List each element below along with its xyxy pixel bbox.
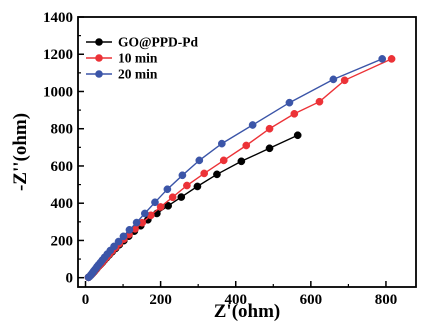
data-point: [387, 55, 396, 63]
legend-item: GO@PPD-Pd: [86, 35, 199, 50]
data-point: [248, 121, 257, 129]
data-point: [195, 156, 204, 165]
y-tick-label: 1400: [43, 10, 73, 26]
legend-marker: [95, 54, 103, 62]
legend-item: 10 min: [86, 51, 158, 66]
data-point: [242, 141, 251, 150]
data-point: [237, 157, 246, 166]
data-point: [119, 232, 128, 241]
data-point: [163, 185, 172, 194]
data-point: [164, 201, 172, 210]
data-point: [114, 237, 123, 246]
plot-frame: [77, 16, 417, 288]
x-tick-label: 800: [375, 292, 398, 308]
data-point: [378, 55, 387, 63]
data-point: [132, 218, 141, 227]
data-point: [200, 169, 209, 178]
data-point: [140, 209, 149, 218]
data-point: [265, 144, 274, 153]
legend-marker: [95, 38, 103, 46]
data-point: [125, 225, 134, 234]
y-tick-label: 1200: [43, 47, 73, 63]
data-point: [156, 203, 165, 211]
legend-label: 10 min: [118, 51, 158, 66]
data-point: [183, 181, 191, 190]
legend-item: 20 min: [86, 67, 158, 82]
data-point: [315, 97, 324, 106]
y-tick-label: 800: [51, 122, 74, 138]
x-tick-label: 400: [224, 292, 247, 308]
y-tick-label: 1000: [43, 84, 73, 100]
y-tick-label: 600: [51, 159, 74, 175]
y-tick-label: 200: [51, 233, 74, 249]
series-line: [88, 134, 298, 278]
series-line: [88, 58, 383, 278]
data-point: [151, 198, 159, 207]
series-line: [88, 58, 392, 278]
data-point: [177, 193, 186, 201]
data-point: [178, 171, 187, 180]
data-point: [110, 242, 118, 251]
axis-ticks: [78, 16, 387, 287]
series-1: [84, 131, 302, 282]
legend-marker: [95, 70, 103, 78]
data-point: [329, 75, 338, 84]
legend-label: 20 min: [118, 67, 158, 82]
x-tick-labels: 0 200 400 600 800: [82, 292, 397, 308]
data-point: [168, 193, 177, 202]
series-2: [84, 55, 396, 282]
data-point: [213, 170, 221, 179]
data-point: [219, 156, 228, 165]
x-axis-title: Z'(ohm): [214, 301, 281, 322]
x-tick-label: 0: [82, 292, 90, 308]
data-point: [285, 98, 294, 107]
data-point: [293, 131, 302, 140]
x-tick-label: 600: [300, 292, 323, 308]
data-point: [217, 139, 226, 148]
y-tick-label: 0: [66, 271, 74, 287]
data-point: [193, 182, 202, 191]
series-3: [84, 55, 387, 282]
data-point: [340, 76, 349, 85]
data-point: [265, 124, 274, 133]
y-axis-title: -Z''(ohm): [10, 113, 31, 191]
legend-label: GO@PPD-Pd: [118, 35, 199, 50]
y-tick-label: 400: [51, 196, 74, 212]
data-point: [290, 109, 299, 118]
y-tick-labels: 0 200 400 600 800 1000 1200 1400: [43, 10, 73, 287]
series-layer: [84, 55, 396, 282]
x-tick-label: 200: [149, 292, 172, 308]
